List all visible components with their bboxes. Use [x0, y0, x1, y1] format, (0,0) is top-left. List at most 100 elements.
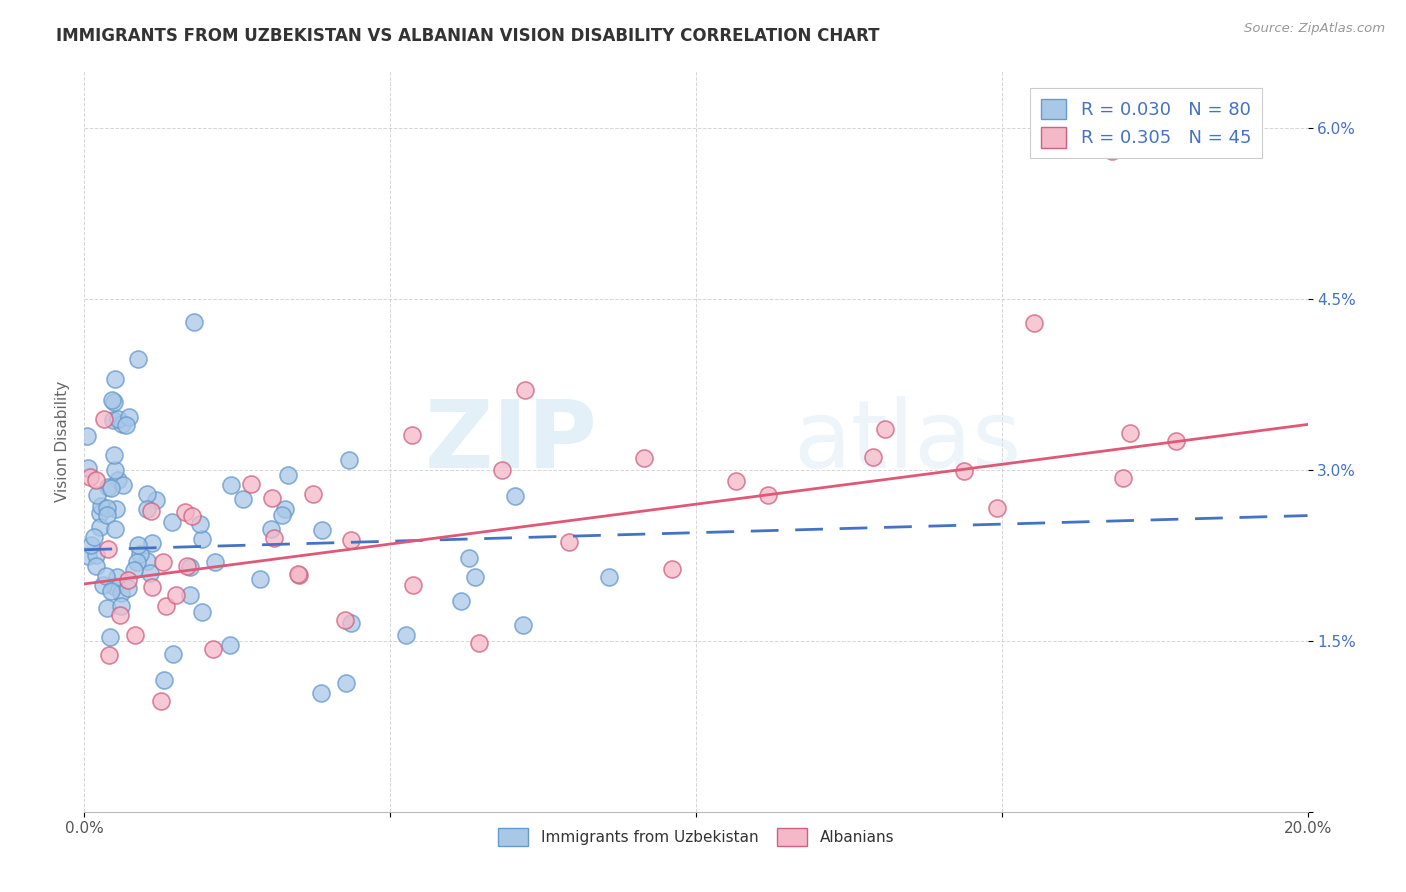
- Point: [103, 579, 125, 593]
- Point: [513, 384, 536, 398]
- Point: [467, 636, 489, 650]
- Point: [176, 559, 198, 574]
- Y-axis label: Vision Disability: Vision Disability: [55, 381, 70, 502]
- Point: [90, 499, 112, 513]
- Point: [103, 448, 125, 462]
- Point: [558, 535, 581, 549]
- Point: [239, 476, 262, 491]
- Point: [101, 412, 124, 426]
- Point: [104, 522, 127, 536]
- Point: [1024, 317, 1046, 331]
- Point: [271, 508, 294, 522]
- Point: [98, 648, 121, 663]
- Text: IMMIGRANTS FROM UZBEKISTAN VS ALBANIAN VISION DISABILITY CORRELATION CHART: IMMIGRANTS FROM UZBEKISTAN VS ALBANIAN V…: [56, 27, 880, 45]
- Point: [219, 477, 242, 491]
- Point: [333, 613, 356, 627]
- Point: [1119, 425, 1142, 440]
- Legend: Immigrants from Uzbekistan, Albanians: Immigrants from Uzbekistan, Albanians: [492, 822, 900, 852]
- Point: [153, 673, 176, 688]
- Point: [79, 470, 101, 484]
- Point: [96, 500, 118, 515]
- Point: [96, 508, 118, 523]
- Point: [512, 617, 534, 632]
- Point: [249, 572, 271, 586]
- Point: [188, 516, 211, 531]
- Point: [953, 464, 976, 478]
- Point: [97, 480, 120, 494]
- Point: [725, 474, 748, 488]
- Point: [111, 417, 134, 432]
- Point: [179, 588, 201, 602]
- Point: [162, 515, 184, 529]
- Point: [94, 568, 117, 582]
- Point: [287, 566, 309, 581]
- Point: [262, 491, 284, 505]
- Point: [124, 627, 146, 641]
- Point: [180, 509, 202, 524]
- Point: [108, 607, 131, 622]
- Point: [309, 686, 332, 700]
- Point: [118, 409, 141, 424]
- Point: [145, 492, 167, 507]
- Point: [139, 566, 162, 580]
- Text: atlas: atlas: [794, 395, 1022, 488]
- Point: [105, 569, 128, 583]
- Point: [86, 488, 108, 502]
- Point: [457, 550, 479, 565]
- Point: [136, 502, 159, 516]
- Point: [201, 642, 224, 657]
- Point: [93, 411, 115, 425]
- Point: [80, 538, 103, 552]
- Point: [179, 560, 201, 574]
- Point: [464, 570, 486, 584]
- Point: [129, 547, 152, 561]
- Point: [104, 372, 127, 386]
- Point: [84, 473, 107, 487]
- Point: [232, 491, 254, 506]
- Point: [83, 531, 105, 545]
- Point: [135, 486, 157, 500]
- Point: [152, 555, 174, 569]
- Point: [191, 605, 214, 619]
- Point: [91, 577, 114, 591]
- Point: [112, 478, 135, 492]
- Point: [339, 533, 361, 547]
- Point: [219, 638, 242, 652]
- Point: [505, 489, 527, 503]
- Point: [100, 583, 122, 598]
- Point: [127, 538, 149, 552]
- Point: [127, 351, 149, 366]
- Point: [183, 315, 205, 329]
- Point: [491, 463, 513, 477]
- Point: [598, 570, 620, 584]
- Point: [100, 631, 122, 645]
- Point: [450, 594, 472, 608]
- Point: [110, 585, 132, 599]
- Point: [1112, 471, 1135, 485]
- Point: [104, 463, 127, 477]
- Point: [274, 501, 297, 516]
- Point: [89, 519, 111, 533]
- Point: [141, 580, 163, 594]
- Point: [873, 422, 896, 436]
- Point: [340, 615, 363, 630]
- Point: [394, 628, 416, 642]
- Point: [155, 599, 177, 613]
- Point: [84, 548, 107, 562]
- Point: [277, 468, 299, 483]
- Point: [110, 599, 132, 614]
- Point: [115, 418, 138, 433]
- Point: [204, 555, 226, 569]
- Point: [311, 523, 333, 537]
- Point: [89, 506, 111, 520]
- Point: [96, 601, 118, 615]
- Point: [1101, 144, 1123, 158]
- Point: [162, 647, 184, 661]
- Point: [84, 559, 107, 574]
- Point: [1166, 434, 1188, 448]
- Point: [173, 505, 195, 519]
- Point: [103, 395, 125, 409]
- Point: [100, 481, 122, 495]
- Point: [122, 563, 145, 577]
- Point: [136, 554, 159, 568]
